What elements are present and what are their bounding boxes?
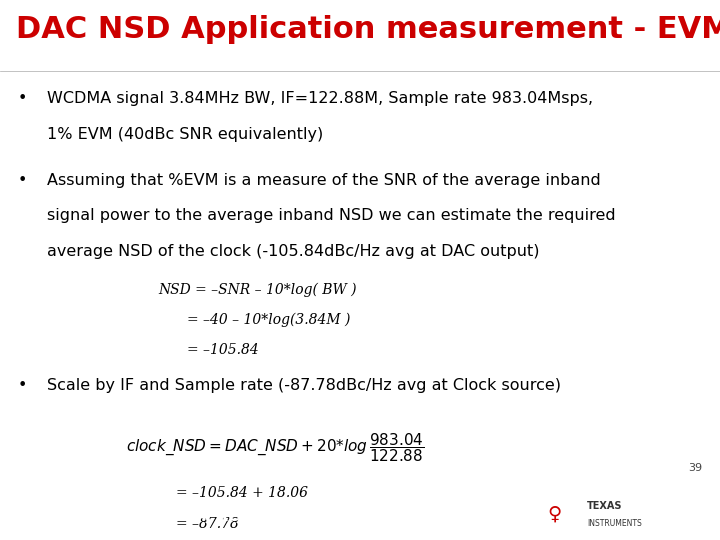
Text: Assuming that %EVM is a measure of the SNR of the average inband: Assuming that %EVM is a measure of the S…: [47, 173, 600, 188]
Text: •: •: [18, 173, 27, 188]
Text: 1% EVM (40dBc SNR equivalently): 1% EVM (40dBc SNR equivalently): [47, 126, 323, 141]
Text: ♀: ♀: [547, 504, 562, 523]
Text: = –105.84 + 18.06: = –105.84 + 18.06: [176, 487, 308, 501]
Text: = –87.78: = –87.78: [176, 517, 239, 531]
Text: $\mathit{clock\_NSD = DAC\_NSD + 20{*}log}\,\dfrac{983.04}{122.88}$: $\mathit{clock\_NSD = DAC\_NSD + 20{*}lo…: [126, 431, 425, 464]
Text: •: •: [18, 379, 27, 393]
Text: NSD = –SNR – 10*log( BW ): NSD = –SNR – 10*log( BW ): [158, 282, 357, 297]
Text: Scale by IF and Sample rate (-87.78dBc/Hz avg at Clock source): Scale by IF and Sample rate (-87.78dBc/H…: [47, 379, 561, 393]
FancyBboxPatch shape: [529, 495, 713, 538]
Text: •: •: [18, 91, 27, 106]
Text: TEXAS: TEXAS: [587, 501, 622, 511]
Text: WCDMA signal 3.84MHz BW, IF=122.88M, Sample rate 983.04Msps,: WCDMA signal 3.84MHz BW, IF=122.88M, Sam…: [47, 91, 593, 106]
Text: signal power to the average inband NSD we can estimate the required: signal power to the average inband NSD w…: [47, 208, 616, 223]
Text: 39: 39: [688, 463, 702, 473]
Text: INSTRUMENTS: INSTRUMENTS: [587, 519, 642, 528]
Text: = –40 – 10*log(3.84M ): = –40 – 10*log(3.84M ): [187, 313, 351, 327]
Text: = –105.84: = –105.84: [187, 343, 259, 357]
Text: average NSD of the clock (-105.84dBc/Hz avg at DAC output): average NSD of the clock (-105.84dBc/Hz …: [47, 244, 539, 259]
Text: TI Information – NDA Required: TI Information – NDA Required: [16, 507, 300, 525]
Text: DAC NSD Application measurement - EVM: DAC NSD Application measurement - EVM: [16, 15, 720, 44]
